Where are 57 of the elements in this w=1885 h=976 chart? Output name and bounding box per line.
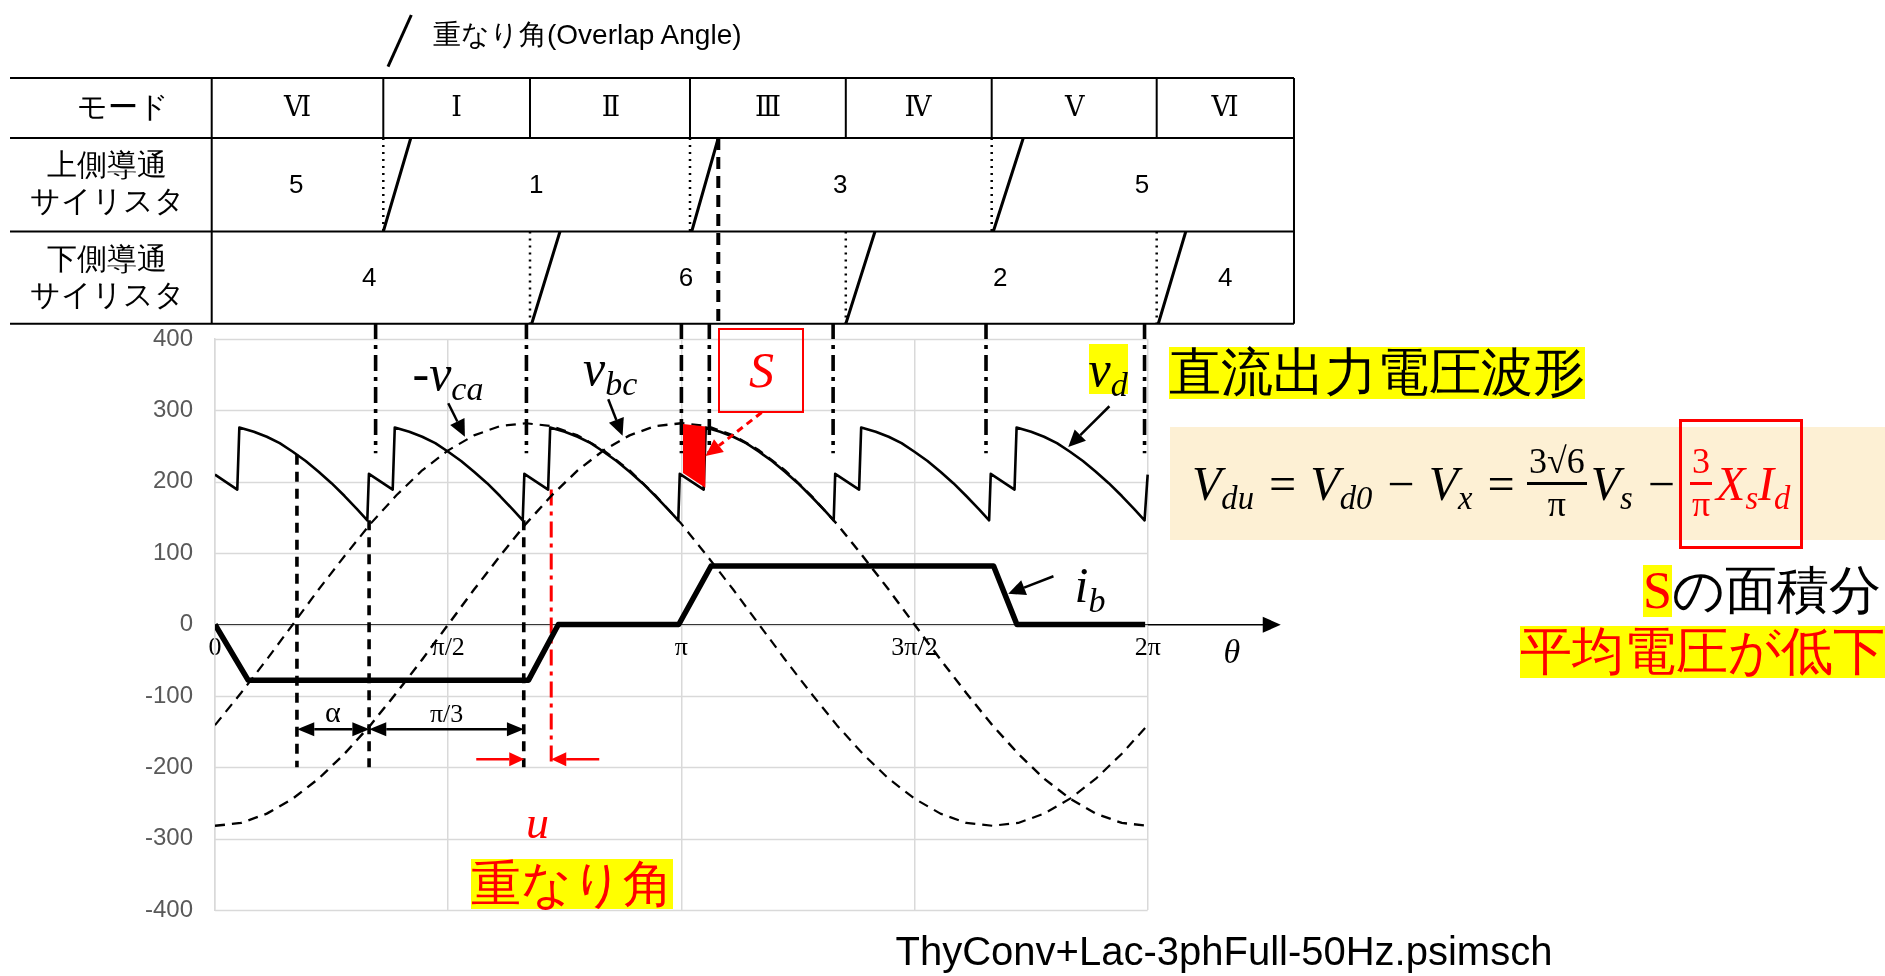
annotation: -v$_{ca}$ xyxy=(412,345,484,407)
y-tick-label: 400 xyxy=(152,323,193,351)
x-axis-title: θ xyxy=(1223,632,1241,672)
y-tick-label: 200 xyxy=(152,466,193,494)
text: 2 xyxy=(993,261,1008,293)
text: 上側導通 xyxy=(47,147,167,182)
x-tick-label: 2π xyxy=(1134,631,1161,661)
annotation: V$_{du}$ = V$_{d0}$ − V$_{x}$ = xyxy=(1192,456,1517,517)
text: 下側導通 xyxy=(47,241,167,276)
annotation: α xyxy=(325,695,341,730)
text: モード xyxy=(76,89,169,124)
text: Ⅱ xyxy=(601,91,621,123)
text: サイリスタ xyxy=(29,183,185,218)
annotation: π/3 xyxy=(429,699,464,730)
legend-label: i$_{b}$ xyxy=(1074,557,1106,619)
annotation: v$_{bc}$ xyxy=(583,340,638,402)
text: 1 xyxy=(529,169,544,200)
text: Ⅵ xyxy=(284,91,312,123)
y-tick-label: 300 xyxy=(152,395,193,422)
text: 3 xyxy=(833,169,848,200)
text: 4 xyxy=(1218,261,1233,293)
y-tick-label: -100 xyxy=(144,680,193,708)
annotation: v$_{d}$ xyxy=(1088,341,1128,403)
text: 6 xyxy=(678,261,694,293)
text: Ⅴ xyxy=(1065,91,1085,123)
y-tick-label: -400 xyxy=(144,894,193,922)
text: Ⅳ xyxy=(904,91,932,123)
x-tick-label: π/2 xyxy=(431,631,465,661)
text: V$_{s}$ − xyxy=(1590,456,1678,517)
text: π xyxy=(1547,484,1566,525)
y-tick-label: 100 xyxy=(152,537,193,565)
text: X$_{s}$I$_{d}$ xyxy=(1716,456,1791,517)
annotation: 重なり角 xyxy=(471,856,673,912)
text: Ⅰ xyxy=(451,91,462,123)
text: 5 xyxy=(1134,169,1150,200)
text: π xyxy=(1691,484,1711,525)
annotation: S xyxy=(718,327,805,413)
x-tick-label: π xyxy=(674,631,688,661)
text: 重なり角(Overlap Angle) xyxy=(433,19,742,52)
x-tick-label: 0 xyxy=(208,631,222,661)
text: 5 xyxy=(289,169,304,200)
text: の面積分 xyxy=(1672,562,1881,619)
text: S xyxy=(1643,562,1672,619)
y-tick-label: 0 xyxy=(179,609,193,637)
text: サイリスタ xyxy=(29,277,185,312)
text: ThyConv+Lac-3phFull-50Hz.psimsch xyxy=(895,928,1553,974)
text: 4 xyxy=(362,261,377,293)
annotation: u xyxy=(525,797,549,850)
text: Ⅲ xyxy=(755,91,782,123)
text: Ⅵ xyxy=(1211,91,1239,123)
x-tick-label: 3π/2 xyxy=(891,631,938,661)
y-tick-label: -200 xyxy=(144,751,193,779)
text: 3√6 xyxy=(1526,441,1587,485)
text: 平均電圧が低下 xyxy=(1520,623,1885,680)
y-tick-label: -300 xyxy=(144,823,193,851)
text: 3 xyxy=(1690,441,1713,485)
annotation: 直流出力電圧波形 xyxy=(1169,343,1585,401)
